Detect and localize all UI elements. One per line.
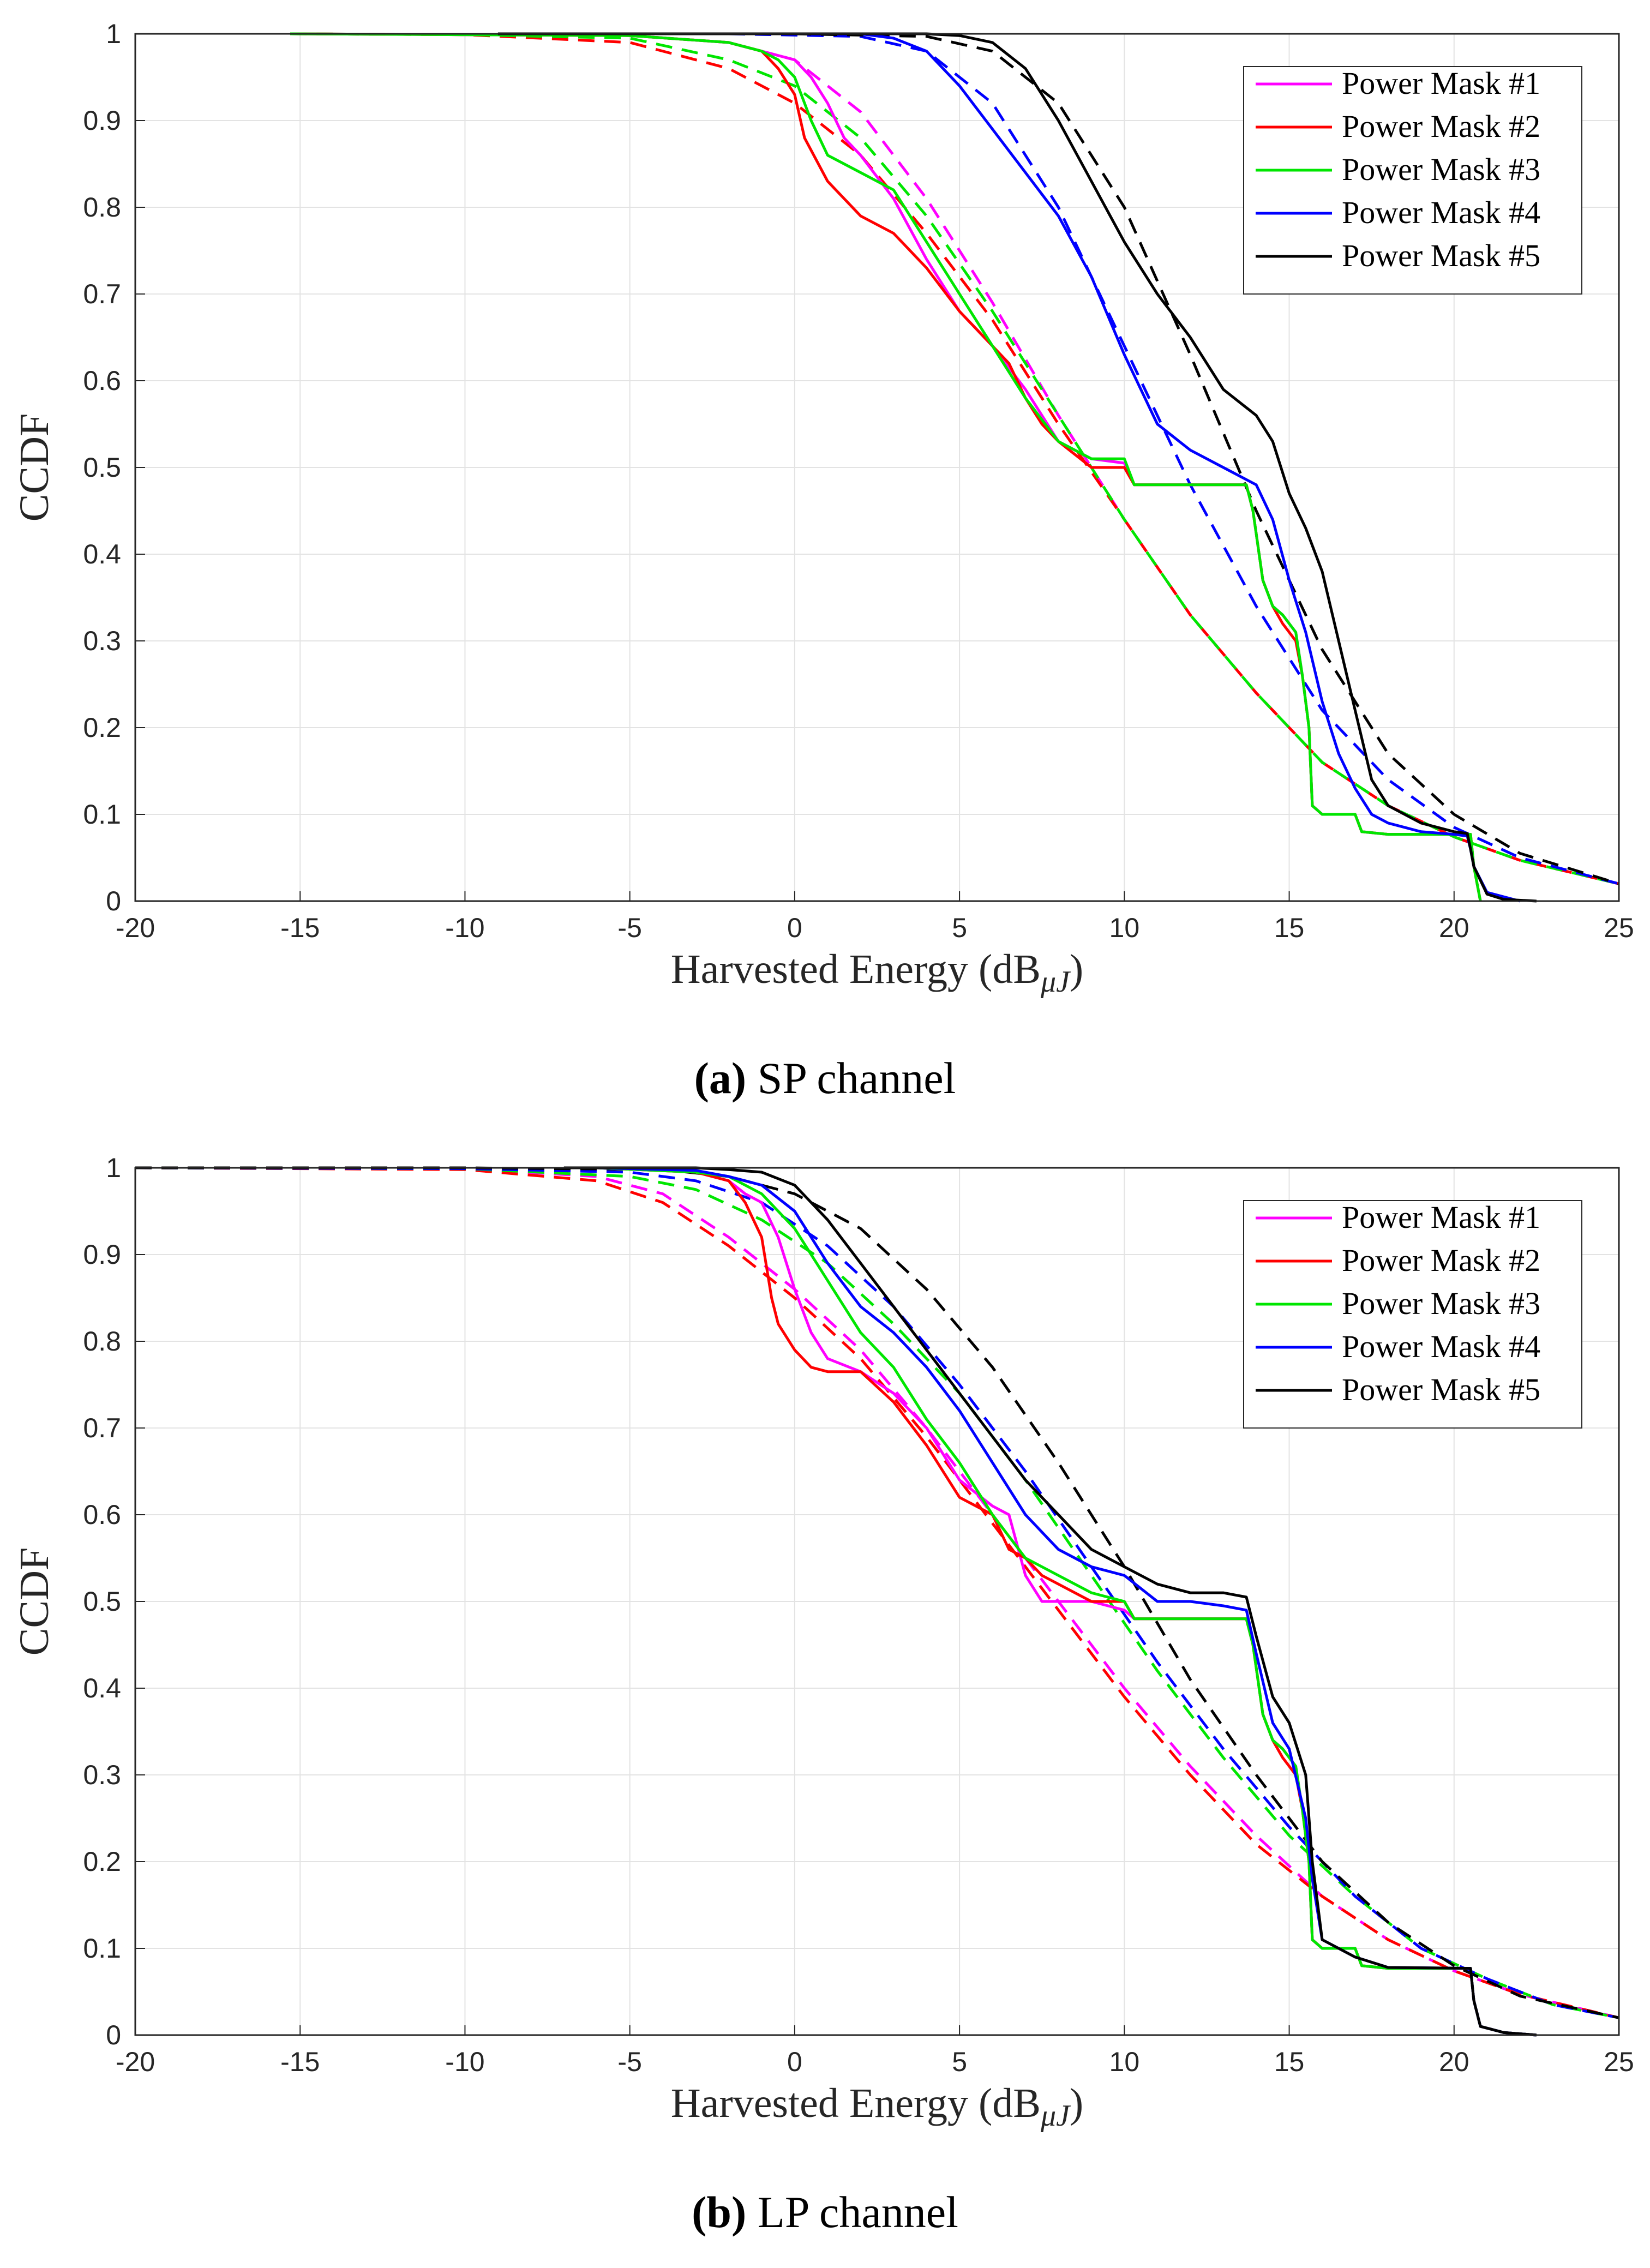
x-tick-label: -5 xyxy=(617,2047,641,2077)
simulated-curve-pm3 xyxy=(290,32,1482,902)
series-layer-a xyxy=(290,32,1619,903)
simulated-curve-pm4 xyxy=(497,32,1521,903)
x-tick-label: 25 xyxy=(1604,2047,1634,2077)
y-tick-label: 0.8 xyxy=(83,192,121,223)
analytical-curve-pm5 xyxy=(794,32,1619,885)
legend-label-pm5: Power Mask #5 xyxy=(1342,1372,1540,1407)
x-tick-label: 25 xyxy=(1604,913,1634,943)
y-tick-label: 0.4 xyxy=(83,1673,121,1703)
x-tick-label: 20 xyxy=(1439,2047,1469,2077)
x-tick-label: 5 xyxy=(952,2047,967,2077)
caption-b: (b) LP channel xyxy=(0,2187,1650,2238)
y-tick-label: 0.5 xyxy=(83,452,121,483)
simulated-curve-pm3 xyxy=(597,1166,1537,2037)
y-tick-label: 0.9 xyxy=(83,1239,121,1270)
y-ticks-b: 0 0.1 0.2 0.3 0.4 0.5 0.6 0.7 0.8 0.9 1 xyxy=(83,1153,145,2050)
legend-label-pm4: Power Mask #4 xyxy=(1342,1329,1540,1364)
legend-label-pm5: Power Mask #5 xyxy=(1342,238,1540,273)
y-tick-label: 0.6 xyxy=(83,365,121,396)
caption-text-b: LP channel xyxy=(757,2187,958,2237)
x-tick-label: -15 xyxy=(280,913,320,943)
y-tick-label: 0.8 xyxy=(83,1326,121,1357)
x-tick-label: 20 xyxy=(1439,913,1469,943)
y-tick-label: 0.5 xyxy=(83,1586,121,1617)
x-tick-label: 0 xyxy=(787,2047,802,2077)
caption-text-a: SP channel xyxy=(757,1053,956,1103)
legend-label-pm1: Power Mask #1 xyxy=(1342,1199,1540,1235)
chart-a: -20 -15 -10 -5 0 5 10 15 20 25 0 0.1 0.2 0.3 0.4 0.5 0.… xyxy=(11,19,1634,999)
caption-a: (a) SP channel xyxy=(0,1053,1650,1104)
caption-label-b: (b) xyxy=(692,2187,747,2237)
x-tick-label: 15 xyxy=(1274,2047,1305,2077)
legend-label-pm4: Power Mask #4 xyxy=(1342,195,1540,230)
x-tick-label: -15 xyxy=(280,2047,320,2077)
analytical-curve-pm5 xyxy=(135,1166,1619,2019)
x-tick-label: -10 xyxy=(445,913,484,943)
y-tick-label: 0.3 xyxy=(83,626,121,656)
x-tick-label: 10 xyxy=(1109,913,1140,943)
x-tick-label: -10 xyxy=(445,2047,484,2077)
analytical-curve-pm4 xyxy=(135,1166,1619,2019)
legend-label-pm2: Power Mask #2 xyxy=(1342,109,1540,144)
simulated-curve-pm5 xyxy=(497,32,1537,903)
y-tick-label: 0.1 xyxy=(83,1933,121,1964)
y-tick-label: 1 xyxy=(106,19,121,49)
x-tick-label: -20 xyxy=(116,2047,155,2077)
caption-label-a: (a) xyxy=(694,1053,747,1103)
legend-label-pm1: Power Mask #1 xyxy=(1342,65,1540,101)
y-tick-label: 0.4 xyxy=(83,539,121,569)
legend-b: Power Mask #1 Power Mask #2 Power Mask #3 P… xyxy=(1243,1199,1582,1429)
y-tick-label: 0 xyxy=(106,886,121,916)
x-axis-label-a: Harvested Energy (dBμJ) xyxy=(671,946,1083,999)
x-tick-label: 15 xyxy=(1274,913,1305,943)
y-tick-label: 0.7 xyxy=(83,1413,121,1443)
legend-label-pm3: Power Mask #3 xyxy=(1342,1286,1540,1321)
analytical-curve-pm3 xyxy=(135,1166,1619,2019)
y-tick-label: 0.3 xyxy=(83,1760,121,1790)
y-tick-label: 0 xyxy=(106,2020,121,2050)
legend-a: Power Mask #1 Power Mask #2 Power Mask #3 P… xyxy=(1243,65,1582,295)
x-tick-label: -5 xyxy=(617,913,641,943)
y-tick-label: 0.9 xyxy=(83,105,121,136)
x-ticks-b: -20 -15 -10 -5 0 5 10 15 20 25 xyxy=(116,2025,1634,2077)
x-tick-label: -20 xyxy=(116,913,155,943)
chart-panel-b: -20 -15 -10 -5 0 5 10 15 20 25 0 0.1 0.2 0.3 0.4 0.5 0.… xyxy=(0,1134,1650,2268)
legend-label-pm2: Power Mask #2 xyxy=(1342,1243,1540,1278)
simulated-curve-pm5 xyxy=(563,1166,1537,2037)
y-tick-label: 0.2 xyxy=(83,712,121,743)
legend-label-pm3: Power Mask #3 xyxy=(1342,152,1540,187)
series-layer-b xyxy=(135,1166,1619,2037)
x-tick-label: 0 xyxy=(787,913,802,943)
analytical-curve-pm2 xyxy=(135,1166,1619,2019)
chart-b: -20 -15 -10 -5 0 5 10 15 20 25 0 0.1 0.2 0.3 0.4 0.5 0.… xyxy=(11,1153,1634,2133)
x-tick-label: 5 xyxy=(952,913,967,943)
y-axis-label-b: CCDF xyxy=(11,1547,57,1656)
y-tick-label: 0.1 xyxy=(83,799,121,830)
y-ticks-a: 0 0.1 0.2 0.3 0.4 0.5 0.6 0.7 0.8 0.9 1 xyxy=(83,19,145,916)
y-tick-label: 0.6 xyxy=(83,1499,121,1530)
y-tick-label: 1 xyxy=(106,1153,121,1183)
x-ticks-a: -20 -15 -10 -5 0 5 10 15 20 25 xyxy=(116,891,1634,943)
x-axis-label-b: Harvested Energy (dBμJ) xyxy=(671,2080,1083,2133)
x-tick-label: 10 xyxy=(1109,2047,1140,2077)
y-tick-label: 0.7 xyxy=(83,279,121,309)
y-tick-label: 0.2 xyxy=(83,1846,121,1877)
chart-panel-a: -20 -15 -10 -5 0 5 10 15 20 25 0 0.1 0.2 0.3 0.4 0.5 0.… xyxy=(0,19,1650,1104)
y-axis-label-a: CCDF xyxy=(11,413,57,522)
